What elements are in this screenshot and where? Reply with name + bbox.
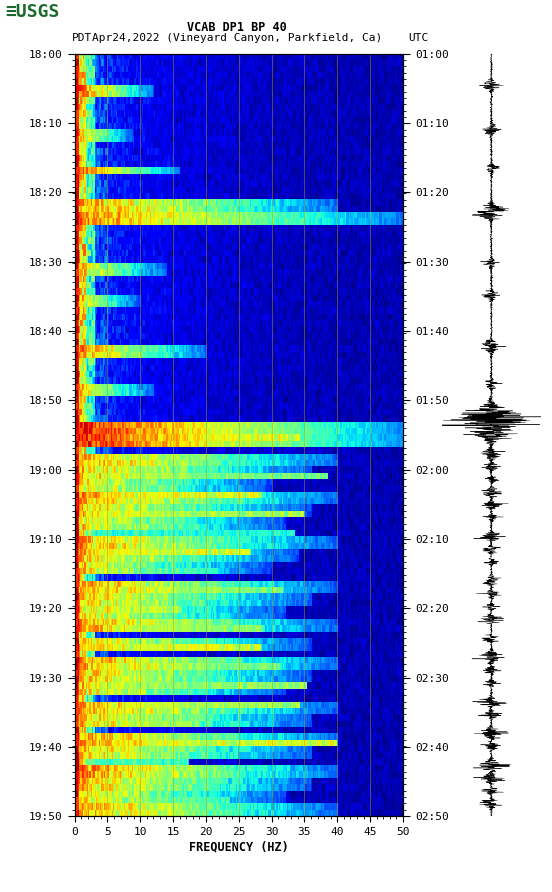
X-axis label: FREQUENCY (HZ): FREQUENCY (HZ) bbox=[189, 841, 289, 854]
Text: UTC: UTC bbox=[408, 33, 429, 43]
Text: Apr24,2022 (Vineyard Canyon, Parkfield, Ca): Apr24,2022 (Vineyard Canyon, Parkfield, … bbox=[92, 33, 383, 43]
Text: ≡USGS: ≡USGS bbox=[6, 3, 60, 21]
Text: VCAB DP1 BP 40: VCAB DP1 BP 40 bbox=[188, 21, 287, 35]
Text: PDT: PDT bbox=[72, 33, 92, 43]
